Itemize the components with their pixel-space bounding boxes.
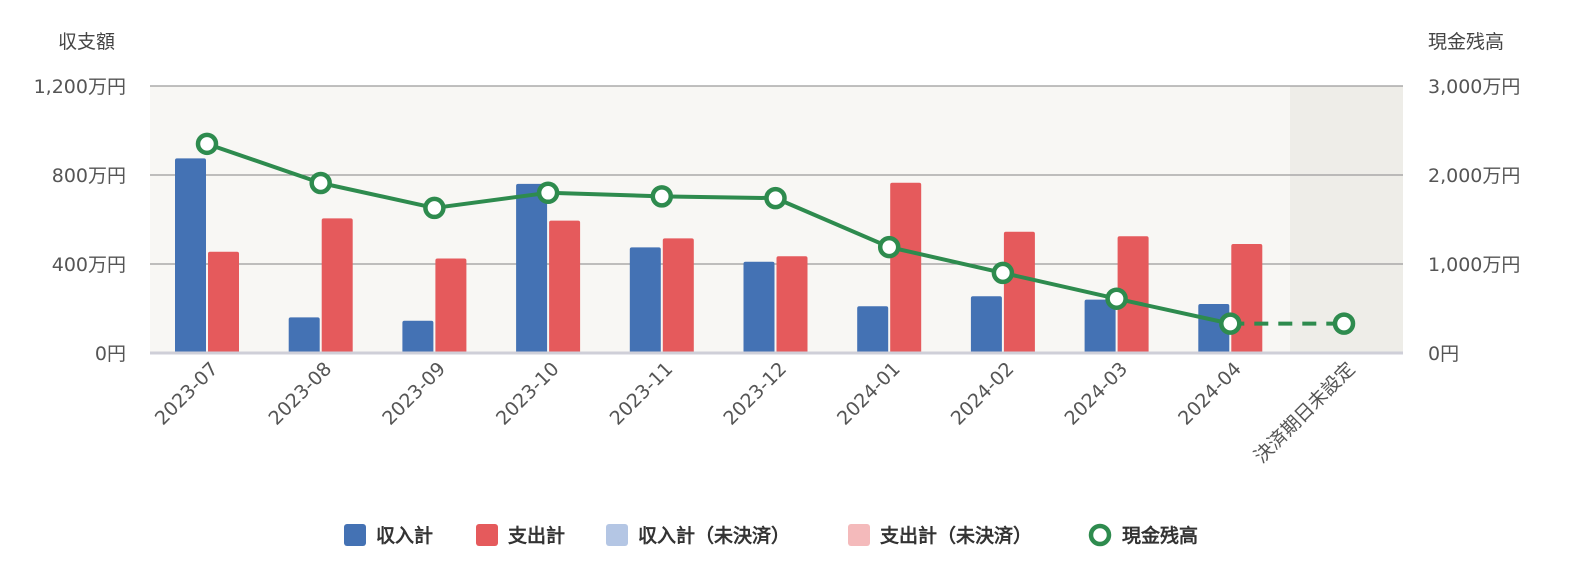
expense-bar-2023-07[interactable]	[208, 251, 239, 353]
expense-bar-2024-01[interactable]	[890, 182, 922, 353]
x-axis-ticks: 2023-07 2023-08 2023-09 2023-10 2023-11 2023-…	[151, 358, 1360, 468]
legend-label: 支出計	[507, 524, 565, 547]
expense-bar-2023-09[interactable]	[435, 258, 467, 353]
x-tick-label: 2024-02	[947, 358, 1019, 430]
income-bar-2024-03[interactable]	[1084, 299, 1116, 353]
cash-balance-point-決済期日未設定[interactable]	[1332, 312, 1356, 335]
cash-balance-point-2024-03[interactable]	[1105, 287, 1128, 310]
legend-item-0[interactable]: 収入計	[344, 524, 433, 547]
legend-swatch	[344, 524, 366, 546]
x-tick-label: 2023-12	[719, 358, 791, 430]
x-tick-label: 2023-11	[606, 358, 678, 430]
income-bar-2023-10[interactable]	[516, 183, 548, 353]
expense-bar-2024-02[interactable]	[1003, 231, 1035, 353]
unsettled-region-background	[1290, 86, 1403, 353]
right-tick-label: 1,000万円	[1428, 254, 1520, 276]
left-tick-label: 0円	[95, 343, 126, 365]
expense-bar-2023-11[interactable]	[662, 238, 694, 353]
left-axis-title: 収支額	[58, 31, 115, 53]
income-bar-2023-07[interactable]	[175, 158, 206, 353]
legend-label: 収入計（未決済）	[638, 524, 790, 547]
x-tick-label: 2023-09	[378, 358, 450, 430]
income-bar-2023-08[interactable]	[288, 317, 320, 353]
expense-bar-2023-10[interactable]	[549, 220, 581, 353]
legend-marker	[1088, 523, 1112, 547]
cash-balance-point-2023-12[interactable]	[764, 186, 787, 210]
cash-balance-point-2023-09[interactable]	[423, 196, 446, 220]
legend-item-1[interactable]: 支出計	[476, 524, 565, 547]
income-bar-2024-01[interactable]	[857, 306, 889, 353]
expense-bar-2023-12[interactable]	[776, 256, 808, 353]
right-axis-title: 現金残高	[1428, 31, 1504, 53]
cash-balance-polyline	[206, 141, 1231, 326]
x-tick-label: 2023-07	[151, 358, 223, 430]
cash-balance-point-2023-07[interactable]	[195, 132, 219, 156]
left-axis-ticks: 0円 400万円 800万円 1,200万円	[34, 76, 126, 365]
right-axis-ticks: 0円 1,000万円 2,000万円 3,000万円	[1428, 76, 1520, 365]
x-tick-label: 2024-01	[833, 358, 905, 430]
x-tick-label: 2024-04	[1174, 358, 1246, 430]
cash-balance-point-2023-11[interactable]	[650, 185, 674, 208]
legend-item-2[interactable]: 収入計（未決済）	[606, 524, 790, 547]
legend: 収入計 支出計 収入計（未決済） 支出計（未決済） 現金残高	[344, 523, 1198, 547]
cash-balance-point-2024-01[interactable]	[877, 235, 901, 259]
x-tick-label: 2023-10	[492, 358, 564, 430]
cash-balance-point-2024-02[interactable]	[991, 261, 1015, 285]
right-tick-label: 0円	[1428, 343, 1459, 365]
cash-balance-point-2023-10[interactable]	[536, 181, 560, 205]
legend-swatch	[848, 524, 870, 546]
expense-bar-2024-04[interactable]	[1231, 243, 1263, 353]
income-bar-2024-02[interactable]	[970, 296, 1002, 353]
expense-bar-2024-03[interactable]	[1117, 236, 1149, 353]
expense-bar-2023-08[interactable]	[321, 218, 353, 353]
left-tick-label: 800万円	[52, 165, 126, 187]
cash-balance-point-2024-04[interactable]	[1219, 312, 1242, 335]
cash-balance-line	[195, 132, 1356, 335]
legend-item-3[interactable]: 支出計（未決済）	[848, 524, 1032, 547]
legend-label: 支出計（未決済）	[879, 524, 1032, 547]
x-tick-label: 決済期日未設定	[1250, 358, 1360, 468]
legend-swatch	[606, 524, 628, 546]
income-bar-2023-11[interactable]	[629, 247, 661, 353]
x-tick-label: 2024-03	[1060, 358, 1132, 430]
x-tick-label: 2023-08	[265, 358, 337, 430]
legend-item-4[interactable]: 現金残高	[1088, 523, 1198, 547]
legend-swatch	[476, 524, 498, 546]
left-tick-label: 1,200万円	[34, 76, 126, 98]
legend-label: 現金残高	[1122, 524, 1198, 547]
right-tick-label: 3,000万円	[1428, 76, 1520, 98]
right-tick-label: 2,000万円	[1428, 165, 1520, 187]
legend-label: 収入計	[376, 524, 433, 547]
left-tick-label: 400万円	[52, 254, 126, 276]
bars	[175, 158, 1263, 353]
income-bar-2023-09[interactable]	[402, 320, 434, 353]
cash-balance-point-2023-08[interactable]	[309, 171, 332, 195]
income-bar-2023-12[interactable]	[743, 261, 775, 353]
